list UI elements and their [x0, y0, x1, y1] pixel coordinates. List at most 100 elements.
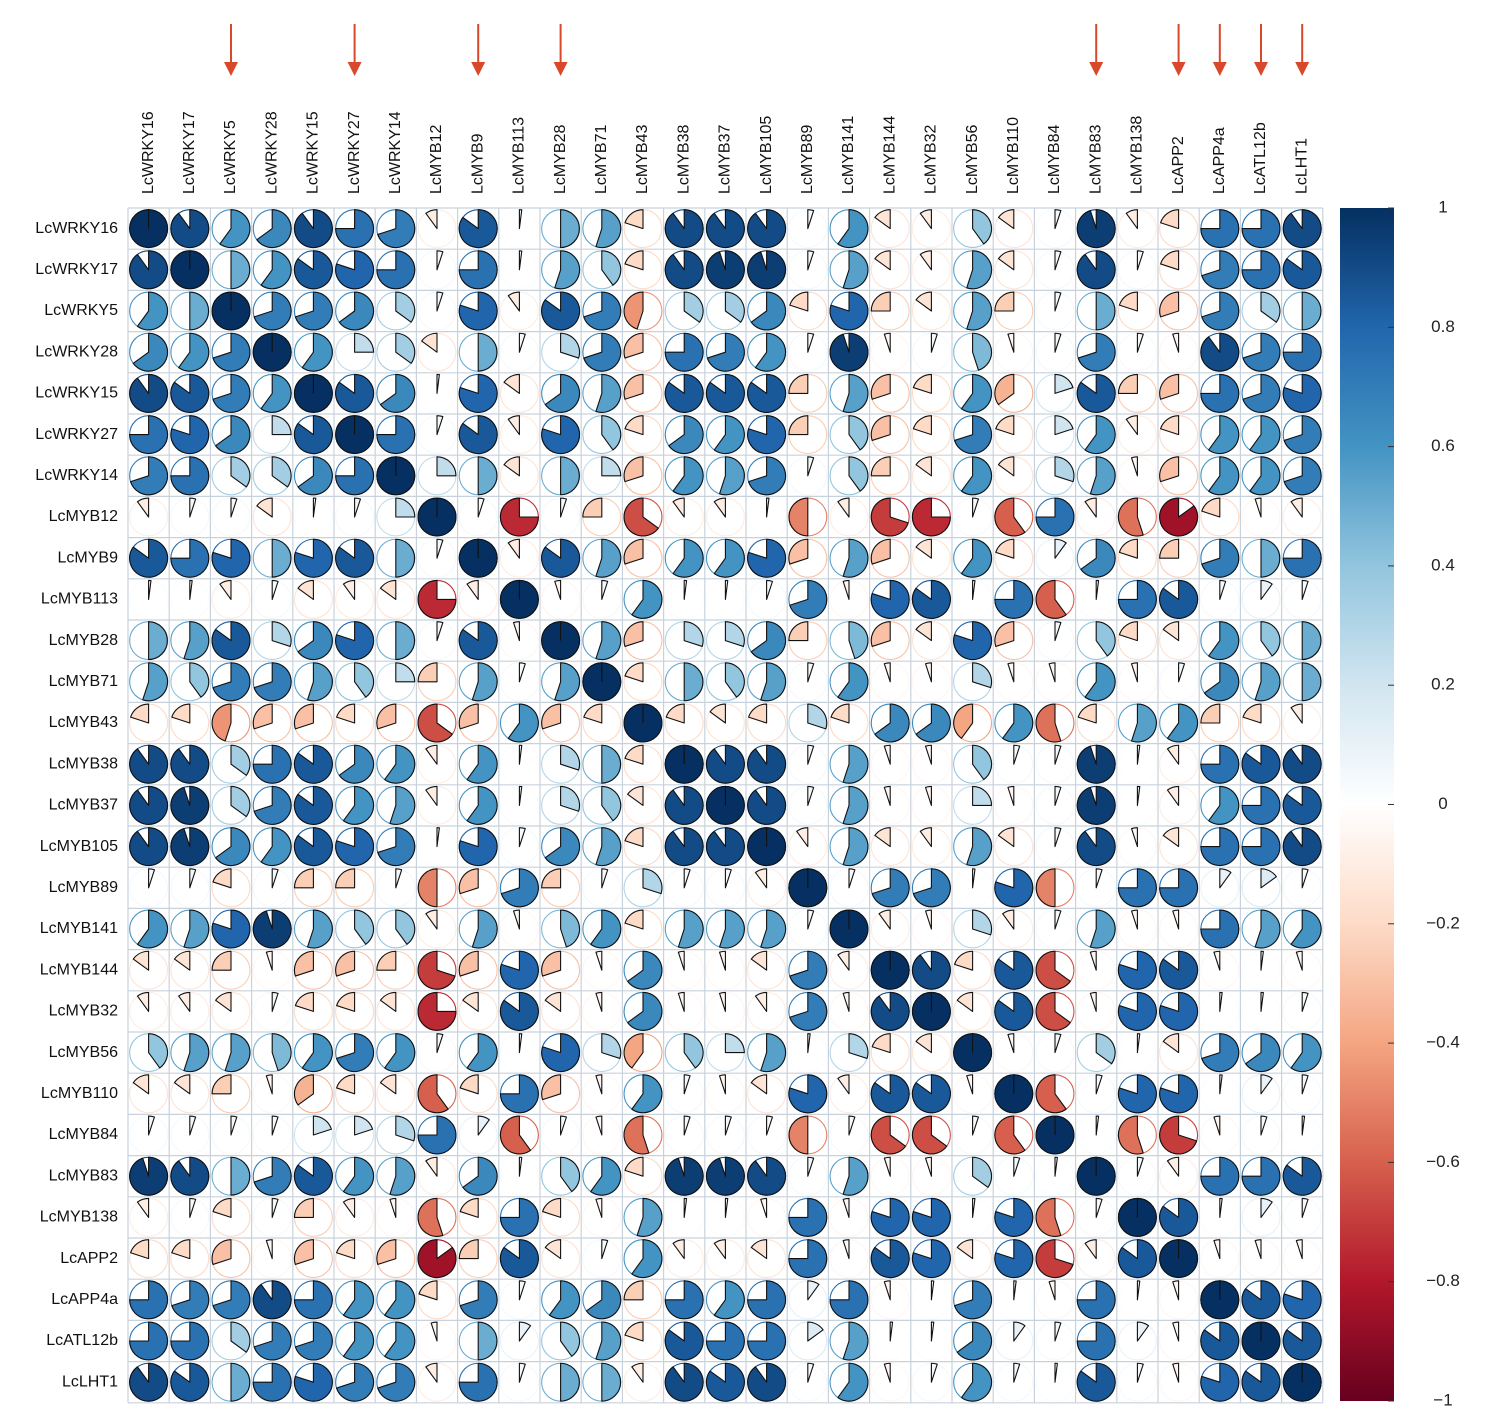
correlation-cell [829, 497, 869, 537]
correlation-cell [911, 662, 951, 702]
correlation-cell [911, 1156, 951, 1196]
cell-pie [870, 291, 891, 312]
cell-pie [425, 1156, 438, 1177]
cell-pie [436, 827, 440, 848]
correlation-cell [1282, 1074, 1322, 1114]
correlation-cell [1035, 332, 1075, 372]
cell-pie [471, 909, 498, 949]
cell-pie [842, 250, 869, 290]
correlation-cell [335, 1074, 375, 1114]
correlation-cell [705, 579, 745, 619]
correlation-cell [1076, 991, 1116, 1031]
correlation-cell [953, 1239, 993, 1279]
correlation-cell [664, 1321, 704, 1361]
correlation-cell [1282, 497, 1322, 537]
correlation-cell [705, 456, 745, 496]
correlation-cell [953, 373, 993, 413]
cell-pie [294, 1321, 333, 1361]
correlation-cell [664, 1033, 704, 1073]
correlation-cell [623, 538, 663, 578]
correlation-cell [1159, 621, 1199, 661]
cell-pie [541, 538, 581, 578]
cell-pie [848, 1115, 856, 1136]
correlation-cell [747, 827, 787, 867]
cell-pie [265, 950, 273, 971]
cell-pie [601, 744, 622, 784]
cell-pie [1282, 373, 1322, 413]
correlation-cell [1035, 373, 1075, 413]
correlation-cell [788, 291, 828, 331]
cell-pie [503, 456, 520, 477]
correlation-cell [1241, 538, 1281, 578]
correlation-cell [870, 1280, 910, 1320]
correlation-cell [293, 1362, 333, 1402]
cell-pie [842, 1156, 869, 1196]
correlation-cell [664, 250, 704, 290]
correlation-cell [170, 291, 210, 331]
cell-pie [672, 497, 685, 518]
correlation-cell [1200, 868, 1240, 908]
correlation-cell [1076, 373, 1116, 413]
cell-pie [554, 250, 581, 290]
correlation-cell [170, 909, 210, 949]
correlation-cell [911, 1197, 951, 1237]
cell-pie [253, 1156, 292, 1196]
cell-pie [1117, 868, 1157, 908]
cell-pie [870, 415, 891, 442]
cell-pie [1054, 1156, 1058, 1177]
correlation-cell [747, 1074, 787, 1114]
cell-pie [1013, 1362, 1021, 1383]
cell-pie [219, 579, 232, 600]
cell-pie [585, 1280, 622, 1320]
correlation-cell [664, 291, 704, 331]
cell-pie [1260, 1197, 1273, 1218]
correlation-cell [541, 662, 581, 702]
correlation-cell [911, 373, 951, 413]
cell-pie [883, 744, 891, 765]
cell-pie [293, 209, 333, 249]
correlation-cell [953, 1321, 993, 1361]
row-label: LcMYB9 [58, 549, 119, 566]
cell-pie [954, 1280, 993, 1320]
correlation-cell [1159, 703, 1199, 743]
cell-pie [336, 1239, 356, 1260]
cell-pie [668, 415, 704, 455]
correlation-cell [1282, 662, 1322, 702]
correlation-cell [623, 332, 663, 372]
correlation-cell [582, 579, 622, 619]
correlation-cell [376, 1239, 416, 1279]
correlation-cell [582, 703, 622, 743]
cell-pie [499, 950, 539, 990]
cell-pie [560, 1362, 580, 1402]
correlation-cell [747, 538, 787, 578]
cell-pie [499, 1197, 539, 1237]
correlation-cell [541, 785, 581, 825]
correlation-cell [1117, 1115, 1157, 1155]
cell-pie [760, 662, 787, 702]
correlation-cell [623, 250, 663, 290]
column-label: LcMYB138 [1129, 116, 1146, 194]
correlation-cell [541, 703, 581, 743]
correlation-cell [994, 868, 1034, 908]
cell-pie [766, 1115, 774, 1136]
cell-pie [642, 868, 663, 895]
cell-pie [215, 827, 251, 867]
correlation-cell [1117, 497, 1157, 537]
correlation-cell [417, 1280, 457, 1320]
cell-pie [994, 991, 1034, 1031]
correlation-cell [129, 1115, 169, 1155]
cell-pie [458, 703, 479, 730]
correlation-cell [1117, 373, 1157, 413]
correlation-cell [1200, 209, 1240, 249]
cell-pie [544, 991, 562, 1012]
correlation-cell [582, 621, 622, 661]
correlation-cell [129, 538, 169, 578]
correlation-cell [211, 744, 251, 784]
correlation-cell [582, 1239, 622, 1279]
correlation-cell [376, 209, 416, 249]
correlation-cell [1200, 1074, 1240, 1114]
correlation-cell [293, 950, 333, 990]
cell-pie [1200, 332, 1240, 372]
correlation-cell [582, 291, 622, 331]
correlation-cell [417, 456, 457, 496]
